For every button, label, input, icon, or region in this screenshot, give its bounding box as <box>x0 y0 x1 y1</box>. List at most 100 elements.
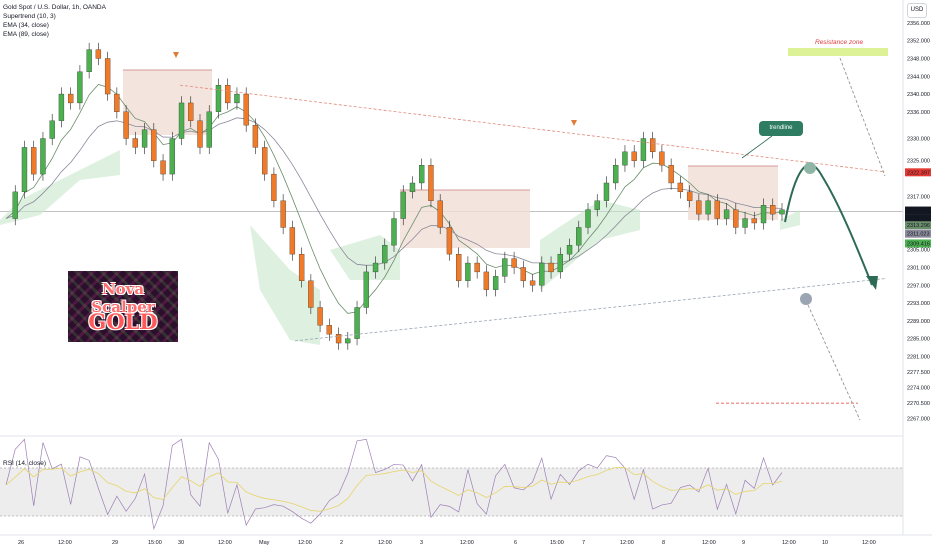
arrow-marker-1 <box>173 52 179 58</box>
candle-body <box>123 111 129 139</box>
supertrend-up-zone <box>540 200 640 290</box>
candle-body <box>225 84 231 104</box>
candle-body <box>215 84 222 112</box>
candle-body <box>640 138 647 161</box>
price-tick-label: 2305.000 <box>907 248 930 254</box>
time-tick-label: 12:00 <box>460 540 474 546</box>
candle-body <box>12 191 18 219</box>
forecast-arrowhead <box>866 276 878 290</box>
price-tick-label: 2297.000 <box>907 283 930 289</box>
price-tick-label: 2352.000 <box>907 39 930 45</box>
symbol-title[interactable]: Gold Spot / U.S. Dollar, 1h, OANDA <box>3 4 106 11</box>
resistance-zone <box>788 48 888 56</box>
candle-body <box>114 93 120 112</box>
supertrend-up-zone <box>0 150 120 225</box>
price-axis[interactable]: 2356.000 2352.000 2348.000 2344.000 2340.000… <box>902 0 932 550</box>
price-tick-label: 2293.000 <box>907 301 930 307</box>
candle-body <box>372 262 379 273</box>
candle-body <box>141 129 148 148</box>
candle-body <box>382 245 388 264</box>
candle-body <box>151 129 157 161</box>
indicator-supertrend[interactable]: Supertrend (10, 3) <box>3 13 56 20</box>
candle-body <box>132 138 138 148</box>
candle-body <box>723 209 730 219</box>
candle-body <box>770 205 776 215</box>
candle-body <box>95 49 102 59</box>
indicator-ema34[interactable]: EMA (34, close) <box>3 22 49 29</box>
price-tick-label: 2325.000 <box>907 159 930 165</box>
candle-body <box>751 218 757 224</box>
candle-body <box>31 147 37 175</box>
rsi-line <box>5 438 783 531</box>
supertrend-down-zone <box>400 190 530 248</box>
candle-body <box>400 191 406 219</box>
candle-body <box>686 191 693 201</box>
candle-body <box>104 58 111 95</box>
candles <box>12 42 785 350</box>
candle-body <box>733 209 739 228</box>
price-label-box <box>905 206 931 215</box>
time-tick-label: 10 <box>822 540 828 546</box>
lower-trendline <box>294 278 886 342</box>
candle-body <box>631 151 637 161</box>
price-label-box <box>905 229 931 238</box>
price-tick-label: 2344.000 <box>907 74 930 80</box>
ema-89-line <box>5 117 783 266</box>
candle-body <box>622 151 628 166</box>
price-tick-label: 2285.000 <box>907 337 930 343</box>
candle-body <box>77 71 83 104</box>
price-label-value: 2313.665 <box>907 209 930 215</box>
candle-body <box>585 209 591 228</box>
currency-button[interactable]: USD <box>907 3 927 18</box>
candle-body <box>714 200 720 219</box>
ema-34-line <box>5 83 783 314</box>
candle-body <box>548 262 554 273</box>
indicator-ema89[interactable]: EMA (89, close) <box>3 31 49 38</box>
candle-body <box>557 253 563 273</box>
time-tick-label: 12:00 <box>58 540 72 546</box>
time-tick-label: 15:00 <box>148 540 162 546</box>
time-tick-label: 12:00 <box>862 540 876 546</box>
candle-body <box>289 227 296 255</box>
candle-body <box>354 307 360 339</box>
price-tick-label: 2317.000 <box>907 194 930 200</box>
price-tick-label: 2267.000 <box>907 417 930 423</box>
candle-body <box>317 307 323 326</box>
time-tick-label: 3 <box>420 540 423 546</box>
candle-body <box>206 111 212 148</box>
time-axis[interactable]: 26 12:00 29 15:00 30 12:00 May 12:00 2 12:00 3 12:0… <box>0 534 932 546</box>
candle-body <box>696 200 702 215</box>
candle-body <box>197 120 203 148</box>
supertrend-up-zone <box>780 210 800 230</box>
forecast-path <box>741 57 886 421</box>
candle-body <box>594 200 600 210</box>
price-tick-label: 2281.000 <box>907 354 930 360</box>
forecast-node-top <box>804 162 816 174</box>
time-tick-label: 12:00 <box>782 540 796 546</box>
candle-body <box>437 200 443 228</box>
time-tick-label: 26 <box>18 540 24 546</box>
price-tick-label: 2301.000 <box>907 265 930 271</box>
time-tick-label: 8 <box>662 540 665 546</box>
upper-trendline <box>179 84 886 173</box>
candle-body <box>529 280 536 286</box>
candle-body <box>419 165 425 184</box>
time-tick-label: 30 <box>178 540 184 546</box>
price-tick-label: 2356.000 <box>907 21 930 27</box>
rsi-legend[interactable]: RSI (14, close) <box>3 460 46 467</box>
candle-body <box>650 138 656 153</box>
time-tick-label: 6 <box>514 540 517 546</box>
trendline-pointer <box>741 135 773 159</box>
candle-body <box>409 182 416 193</box>
candle-body <box>760 205 767 224</box>
candle-body <box>280 200 286 228</box>
price-tick-label: 2274.000 <box>907 386 930 392</box>
candle-body <box>677 182 684 193</box>
candle-body <box>345 338 351 344</box>
price-axis-bg <box>903 0 932 550</box>
candle-body <box>492 276 499 290</box>
candle-body <box>58 93 65 121</box>
price-tick-label: 2289.000 <box>907 319 930 325</box>
